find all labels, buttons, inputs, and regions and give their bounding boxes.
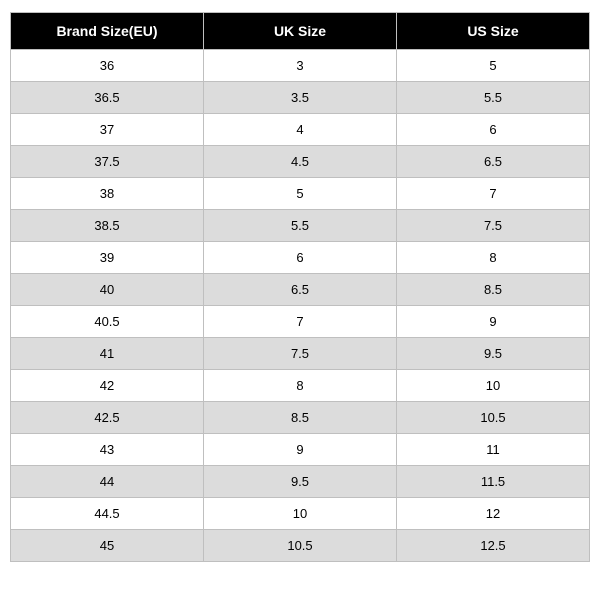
cell-uk: 6.5 — [204, 274, 397, 306]
cell-uk: 4 — [204, 114, 397, 146]
cell-uk: 3 — [204, 50, 397, 82]
cell-eu: 44.5 — [11, 498, 204, 530]
table-row: 36.5 3.5 5.5 — [11, 82, 590, 114]
cell-eu: 44 — [11, 466, 204, 498]
cell-eu: 40 — [11, 274, 204, 306]
cell-us: 10.5 — [397, 402, 590, 434]
table-row: 41 7.5 9.5 — [11, 338, 590, 370]
cell-uk: 4.5 — [204, 146, 397, 178]
cell-uk: 3.5 — [204, 82, 397, 114]
table-row: 42.5 8.5 10.5 — [11, 402, 590, 434]
cell-uk: 10 — [204, 498, 397, 530]
cell-uk: 7.5 — [204, 338, 397, 370]
size-table: Brand Size(EU) UK Size US Size 36 3 5 36… — [10, 12, 590, 562]
cell-us: 5.5 — [397, 82, 590, 114]
cell-eu: 37.5 — [11, 146, 204, 178]
cell-uk: 5 — [204, 178, 397, 210]
cell-uk: 6 — [204, 242, 397, 274]
cell-uk: 9.5 — [204, 466, 397, 498]
size-table-container: Brand Size(EU) UK Size US Size 36 3 5 36… — [0, 0, 600, 574]
cell-us: 11.5 — [397, 466, 590, 498]
cell-us: 9.5 — [397, 338, 590, 370]
table-row: 37.5 4.5 6.5 — [11, 146, 590, 178]
table-row: 39 6 8 — [11, 242, 590, 274]
cell-eu: 45 — [11, 530, 204, 562]
table-row: 40.5 7 9 — [11, 306, 590, 338]
cell-us: 12.5 — [397, 530, 590, 562]
cell-eu: 41 — [11, 338, 204, 370]
cell-uk: 5.5 — [204, 210, 397, 242]
cell-eu: 42.5 — [11, 402, 204, 434]
cell-eu: 38.5 — [11, 210, 204, 242]
table-row: 36 3 5 — [11, 50, 590, 82]
cell-eu: 40.5 — [11, 306, 204, 338]
cell-eu: 38 — [11, 178, 204, 210]
table-row: 38.5 5.5 7.5 — [11, 210, 590, 242]
cell-us: 9 — [397, 306, 590, 338]
table-row: 44.5 10 12 — [11, 498, 590, 530]
table-row: 44 9.5 11.5 — [11, 466, 590, 498]
col-header-eu: Brand Size(EU) — [11, 13, 204, 50]
cell-uk: 8 — [204, 370, 397, 402]
cell-us: 12 — [397, 498, 590, 530]
cell-us: 11 — [397, 434, 590, 466]
cell-eu: 42 — [11, 370, 204, 402]
table-row: 45 10.5 12.5 — [11, 530, 590, 562]
cell-uk: 7 — [204, 306, 397, 338]
table-row: 42 8 10 — [11, 370, 590, 402]
cell-us: 5 — [397, 50, 590, 82]
cell-eu: 37 — [11, 114, 204, 146]
col-header-us: US Size — [397, 13, 590, 50]
cell-uk: 9 — [204, 434, 397, 466]
cell-us: 7.5 — [397, 210, 590, 242]
cell-uk: 8.5 — [204, 402, 397, 434]
cell-us: 6.5 — [397, 146, 590, 178]
table-header-row: Brand Size(EU) UK Size US Size — [11, 13, 590, 50]
cell-eu: 36 — [11, 50, 204, 82]
cell-us: 8 — [397, 242, 590, 274]
table-row: 40 6.5 8.5 — [11, 274, 590, 306]
table-row: 37 4 6 — [11, 114, 590, 146]
table-row: 38 5 7 — [11, 178, 590, 210]
cell-eu: 39 — [11, 242, 204, 274]
table-row: 43 9 11 — [11, 434, 590, 466]
cell-us: 7 — [397, 178, 590, 210]
col-header-uk: UK Size — [204, 13, 397, 50]
cell-eu: 43 — [11, 434, 204, 466]
cell-eu: 36.5 — [11, 82, 204, 114]
cell-us: 8.5 — [397, 274, 590, 306]
cell-uk: 10.5 — [204, 530, 397, 562]
cell-us: 10 — [397, 370, 590, 402]
cell-us: 6 — [397, 114, 590, 146]
